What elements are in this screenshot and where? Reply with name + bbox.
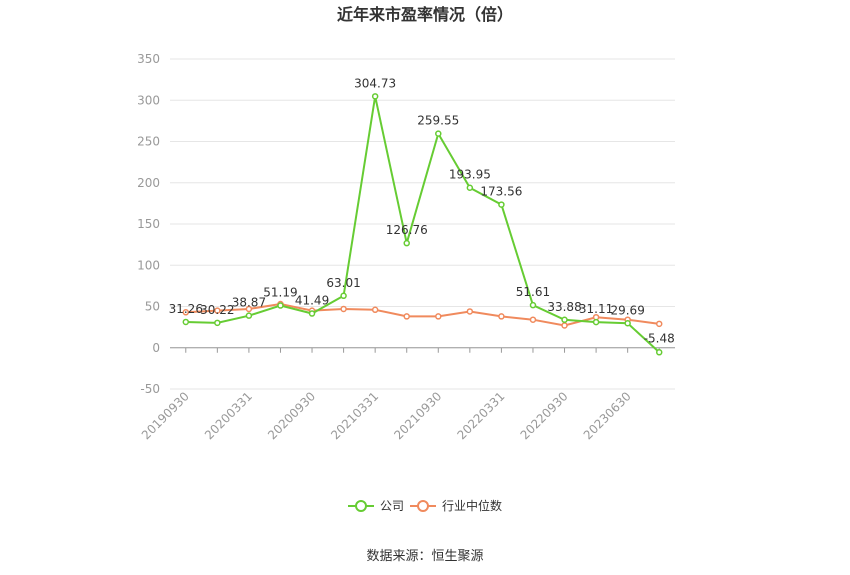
data-label: 259.55 <box>417 114 459 128</box>
x-axis: 20190930 20200331 20200930 20210331 20210930… <box>139 347 675 442</box>
data-point <box>466 308 474 315</box>
data-label: 41.49 <box>295 294 329 308</box>
y-tick-label: -50 <box>140 382 160 396</box>
series-line-0 <box>185 96 660 354</box>
data-label: 30.22 <box>200 303 234 317</box>
data-label: 33.88 <box>547 300 581 314</box>
data-label: 173.56 <box>480 185 522 199</box>
y-tick-label: 0 <box>152 341 160 355</box>
y-tick-label: 150 <box>137 217 160 231</box>
data-label: -5.48 <box>644 331 675 345</box>
x-tick-label: 20200930 <box>265 389 318 442</box>
x-tick-label: 20220930 <box>518 389 571 442</box>
legend-item-1[interactable]: 行业中位数 <box>410 498 502 513</box>
y-tick-label: 250 <box>137 135 160 149</box>
x-tick-label: 20210930 <box>391 389 444 442</box>
data-label: 38.87 <box>232 296 266 310</box>
data-label: 51.19 <box>263 286 297 300</box>
data-point <box>308 310 316 317</box>
legend-label: 行业中位数 <box>442 498 502 513</box>
series-lines <box>182 93 663 356</box>
x-tick-label: 20190930 <box>139 389 192 442</box>
data-point <box>655 320 663 328</box>
data-point <box>245 312 253 319</box>
x-tick-label: 20210331 <box>328 389 381 442</box>
data-label: 63.01 <box>326 276 360 290</box>
y-tick-label: 50 <box>145 300 160 314</box>
y-tick-label: 100 <box>137 258 160 272</box>
data-label: 193.95 <box>449 168 491 182</box>
data-point <box>182 309 190 316</box>
x-tick-label: 20230630 <box>581 389 634 442</box>
y-axis-ticks: -50 0 50 100 150 200 250 300 350 <box>137 52 160 396</box>
data-label: 51.61 <box>516 285 550 299</box>
legend-label: 公司 <box>380 499 404 513</box>
chart-title: 近年来市盈率情况（倍） <box>337 5 513 24</box>
data-point <box>435 313 442 320</box>
data-point <box>214 319 221 327</box>
data-label: 304.73 <box>354 76 396 90</box>
data-point <box>277 302 284 309</box>
data-label: 29.69 <box>610 303 644 317</box>
data-point <box>561 316 568 324</box>
data-label: 31.11 <box>579 302 613 316</box>
data-point <box>403 313 410 320</box>
data-point <box>498 313 505 320</box>
legend-marker-icon <box>417 500 429 512</box>
data-point <box>592 318 600 326</box>
legend-item-0[interactable]: 公司 <box>348 499 404 513</box>
source-note: 数据来源：恒生聚源 <box>366 549 483 564</box>
y-tick-label: 350 <box>137 52 160 66</box>
data-point <box>340 292 347 300</box>
data-point <box>245 305 253 313</box>
data-point <box>340 305 347 313</box>
data-point <box>214 307 221 314</box>
data-point <box>371 306 379 314</box>
data-point <box>403 239 410 247</box>
data-point <box>624 320 631 327</box>
data-label: 126.76 <box>386 223 428 237</box>
data-point <box>435 130 442 137</box>
legend-marker-icon <box>355 500 367 512</box>
data-point <box>371 93 379 100</box>
data-point <box>529 316 537 323</box>
data-point <box>182 318 190 326</box>
y-tick-label: 200 <box>137 176 160 190</box>
data-label: 31.26 <box>169 302 203 316</box>
data-point <box>529 301 537 309</box>
y-tick-label: 300 <box>137 93 160 107</box>
legend[interactable]: 公司 行业中位数 <box>348 498 502 513</box>
x-tick-label: 20200331 <box>202 389 255 442</box>
data-point <box>655 349 663 356</box>
data-point <box>466 184 474 191</box>
x-tick-label: 20220331 <box>454 389 507 442</box>
data-point <box>498 201 505 208</box>
data-point <box>561 322 568 329</box>
